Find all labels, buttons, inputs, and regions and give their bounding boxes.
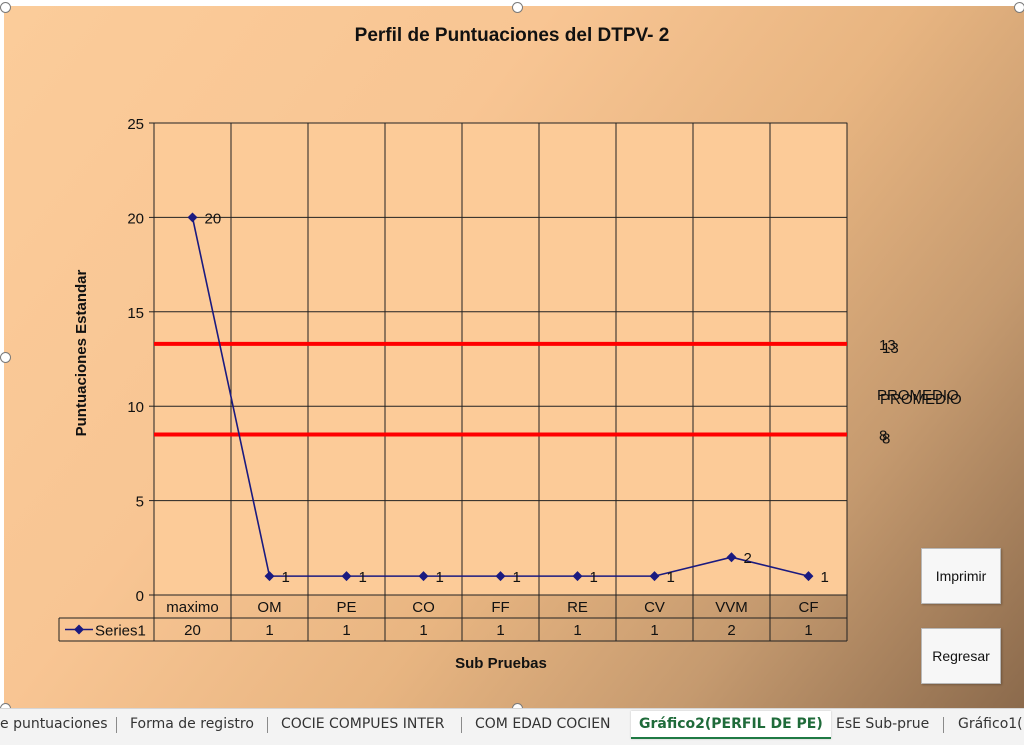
data-table-value: 1 (419, 622, 427, 639)
data-table-value: 1 (650, 622, 658, 639)
data-table-value: 1 (342, 622, 350, 639)
data-point (187, 212, 198, 223)
reference-label: PROMEDIO (880, 391, 962, 408)
chart-title: Perfil de Puntuaciones del DTPV- 2 (355, 25, 670, 46)
y-tick-label: 10 (127, 399, 144, 416)
y-tick-label: 5 (136, 494, 144, 511)
data-label: 2 (744, 550, 752, 567)
tab-separator (116, 717, 117, 733)
print-button[interactable]: Imprimir (921, 548, 1001, 604)
data-table-value: 1 (804, 622, 812, 639)
data-table-value: 2 (727, 622, 735, 639)
reference-line-label: 8 (882, 431, 890, 448)
data-label: 1 (667, 569, 675, 586)
x-axis-title: Sub Pruebas (455, 655, 547, 672)
data-table-value: 20 (184, 622, 201, 639)
resize-handle-top-middle[interactable] (512, 2, 523, 13)
tab-cocie-compues-inter[interactable]: COCIE COMPUES INTER (281, 716, 445, 732)
chart-svg: Perfil de Puntuaciones del DTPV- 2 0 5 10 15… (58, 25, 962, 672)
tab-grafico1[interactable]: Gráfico1(I (958, 716, 1024, 732)
data-point (649, 571, 660, 582)
y-tick-label: 25 (127, 116, 144, 133)
tab-separator (943, 717, 944, 733)
legend-key-marker (74, 624, 84, 635)
data-table-value: 1 (496, 622, 504, 639)
sheet-tab-bar: e puntuaciones Forma de registro COCIE C… (0, 708, 1024, 745)
legend-series-name: Series1 (95, 623, 146, 640)
x-category-label: VVM (715, 599, 748, 616)
y-tick-label: 0 (136, 588, 144, 605)
data-point (495, 571, 506, 582)
y-tick-label: 20 (127, 210, 144, 227)
y-tick-label: 15 (127, 305, 144, 322)
x-category-label: CF (799, 599, 819, 616)
chart-area[interactable]: Perfil de Puntuaciones del DTPV- 2 0 5 10 15… (4, 6, 1024, 708)
resize-handle-middle-left[interactable] (0, 352, 11, 363)
tab-forma-de-registro[interactable]: Forma de registro (130, 716, 254, 732)
tab-grafico2-perfil[interactable]: Gráfico2(PERFIL DE PE) (631, 711, 831, 739)
resize-handle-top-left[interactable] (0, 2, 11, 13)
data-point (264, 571, 275, 582)
x-category-label: OM (257, 599, 281, 616)
tab-separator (267, 717, 268, 733)
reference-label: PROMEDIO (877, 387, 959, 404)
data-label: 1 (282, 569, 290, 586)
data-point (803, 571, 814, 582)
reference-line-label: 13 (879, 337, 896, 354)
y-axis-title: Puntuaciones Estandar (73, 269, 90, 436)
back-button[interactable]: Regresar (921, 628, 1001, 684)
data-point (341, 571, 352, 582)
x-category-label: CO (412, 599, 435, 616)
data-point (418, 571, 429, 582)
tab-ese-sub-prue[interactable]: EsE Sub-prue (836, 716, 930, 732)
x-category-label: FF (491, 599, 509, 616)
data-label: 1 (590, 569, 598, 586)
reference-line-label: 8 (879, 428, 887, 445)
data-label: 1 (436, 569, 444, 586)
tab-com-edad-cocien[interactable]: COM EDAD COCIEN (475, 716, 611, 732)
data-table-value: 1 (573, 622, 581, 639)
x-category-label: maximo (166, 599, 219, 616)
data-point (726, 552, 737, 563)
reference-line-label: 13 (882, 340, 899, 357)
data-label: 1 (821, 569, 829, 586)
tab-puntuaciones[interactable]: e puntuaciones (0, 716, 108, 732)
data-label: 1 (513, 569, 521, 586)
data-table-value: 1 (265, 622, 273, 639)
data-label: 1 (359, 569, 367, 586)
data-point (572, 571, 583, 582)
x-category-label: RE (567, 599, 588, 616)
tab-separator (461, 717, 462, 733)
data-label: 20 (205, 210, 222, 227)
resize-handle-top-right[interactable] (1014, 2, 1024, 13)
x-category-label: PE (336, 599, 356, 616)
x-category-label: CV (644, 599, 665, 616)
plot-area (153, 122, 848, 596)
